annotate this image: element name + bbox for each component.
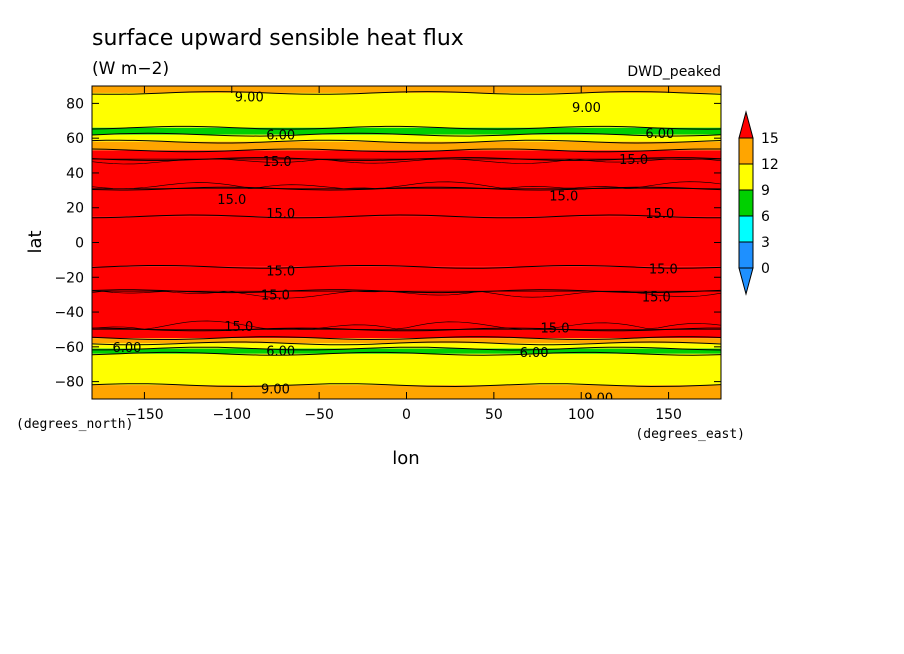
- x-axis-title: lon: [392, 448, 419, 469]
- x-tick-label-3: 0: [402, 407, 411, 423]
- plot-area: 9.00 9.00 6.00 6.00 15.0 15.0 15.0 15.0 15.0 15.0…: [92, 86, 721, 406]
- contour-label-3: 6.00: [645, 127, 674, 142]
- colorbar-extend-top: [738, 110, 754, 139]
- band-7: [92, 188, 721, 217]
- colorbar: 15 12 9 6 3 0: [738, 110, 779, 296]
- contour-label-17: 6.00: [266, 344, 295, 359]
- colorbar-label-1: 12: [761, 157, 779, 173]
- colorbar-label-4: 3: [761, 235, 770, 251]
- contour-label-16: 6.00: [112, 341, 141, 356]
- colorbar-swatch-3: [738, 215, 754, 243]
- contour-line-8: [92, 214, 721, 219]
- x-tick-label-0: −150: [125, 407, 163, 423]
- y-tick-label-6: −40: [54, 305, 84, 321]
- colorbar-label-3: 6: [761, 209, 770, 225]
- contour-line-4: [92, 139, 721, 144]
- contour-label-5: 15.0: [619, 153, 648, 168]
- contour-line-14: [92, 346, 721, 351]
- band-15: [92, 353, 721, 386]
- band-13: [92, 343, 721, 349]
- colorbar-swatch-0: [738, 137, 754, 165]
- contour-label-10: 15.0: [266, 264, 295, 279]
- contour-line-15: [92, 351, 721, 356]
- y-axis: 80 60 40 20 0 −20 −40 −60 −80: [54, 96, 721, 391]
- x-tick-label-1: −100: [213, 407, 251, 423]
- band-12: [92, 338, 721, 344]
- contour-label-6: 15.0: [217, 193, 246, 208]
- contour-blob-3: [92, 320, 721, 330]
- contour-label-19: 9.00: [261, 383, 290, 398]
- contour-label-1: 9.00: [572, 101, 601, 116]
- y-unit-label: (degrees_north): [16, 417, 133, 432]
- chart-title: surface upward sensible heat flux: [92, 26, 464, 51]
- contour-line-9: [92, 265, 721, 269]
- colorbar-swatch-1: [738, 163, 754, 191]
- contour-label-13: 15.0: [642, 290, 671, 305]
- contour-label-20: 9.00: [584, 391, 613, 406]
- contour-line-3: [92, 132, 721, 137]
- contour-line-10: [92, 289, 721, 294]
- band-14: [92, 348, 721, 354]
- band-5: [92, 150, 721, 160]
- band-1: [92, 92, 721, 128]
- band-11: [92, 329, 721, 339]
- x-tick-label-2: −50: [304, 407, 334, 423]
- color-bands: [92, 86, 721, 399]
- colorbar-label-2: 9: [761, 183, 770, 199]
- y-tick-label-7: −60: [54, 340, 84, 356]
- x-axis: −150 −100 −50 0 50 100 150: [125, 86, 682, 423]
- contour-label-4: 15.0: [263, 155, 292, 170]
- dataset-label: DWD_peaked: [627, 64, 721, 80]
- band-9: [92, 266, 721, 292]
- contour-line-13: [92, 341, 721, 346]
- band-8: [92, 216, 721, 267]
- contour-line-12: [92, 336, 721, 341]
- x-tick-label-5: 100: [568, 407, 595, 423]
- contour-label-9: 15.0: [645, 207, 674, 222]
- contour-label-7: 15.0: [549, 190, 578, 205]
- y-tick-label-0: 80: [66, 96, 84, 112]
- contour-label-11: 15.0: [649, 263, 678, 278]
- colorbar-extend-bottom: [738, 267, 754, 296]
- colorbar-swatch-4: [738, 241, 754, 269]
- contour-label-2: 6.00: [266, 129, 295, 144]
- contour-line-5: [92, 148, 721, 153]
- contour-line-7: [92, 186, 721, 191]
- colorbar-label-0: 15: [761, 131, 779, 147]
- contour-label-15: 15.0: [541, 322, 570, 337]
- contour-line-2: [92, 125, 721, 130]
- y-tick-label-4: 0: [75, 236, 84, 252]
- y-axis-title: lat: [25, 230, 46, 253]
- contour-line-11: [92, 327, 721, 332]
- contour-label-12: 15.0: [261, 289, 290, 304]
- colorbar-label-5: 0: [761, 261, 770, 277]
- band-2: [92, 127, 721, 135]
- band-3: [92, 134, 721, 142]
- contour-line-6: [92, 157, 721, 161]
- y-tick-label-8: −80: [54, 375, 84, 391]
- contour-label-18: 6.00: [520, 346, 549, 361]
- chart-units: (W m−2): [92, 59, 169, 79]
- x-unit-label: (degrees_east): [635, 427, 745, 442]
- colorbar-swatch-2: [738, 189, 754, 217]
- y-tick-label-5: −20: [54, 270, 84, 286]
- x-tick-label-6: 150: [655, 407, 682, 423]
- contour-blob-2: [92, 290, 721, 299]
- band-4: [92, 141, 721, 151]
- contour-label-14: 15.0: [224, 320, 253, 335]
- contour-labels: 9.00 9.00 6.00 6.00 15.0 15.0 15.0 15.0 15.0 15.0…: [112, 90, 678, 406]
- y-tick-label-1: 60: [66, 131, 84, 147]
- contour-label-8: 15.0: [266, 207, 295, 222]
- y-tick-label-2: 40: [66, 166, 84, 182]
- contour-label-0: 9.00: [235, 90, 264, 105]
- contour-line-16: [92, 383, 721, 388]
- x-tick-label-4: 50: [485, 407, 503, 423]
- y-tick-label-3: 20: [66, 201, 84, 217]
